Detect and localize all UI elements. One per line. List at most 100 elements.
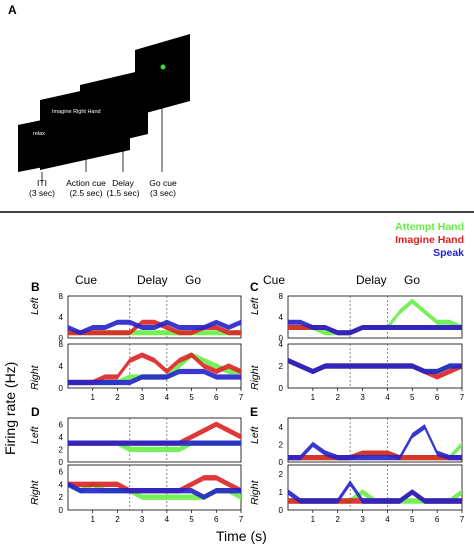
y-tick-label: 2 <box>279 440 284 449</box>
x-axis-title: Time (s) <box>216 528 267 544</box>
y-tick-label: 0 <box>279 458 284 467</box>
y-tick-label: 0 <box>59 384 64 393</box>
x-tick-label: 6 <box>214 515 219 524</box>
panel-d-letter: D <box>31 405 40 419</box>
y-tick-label: 0 <box>279 384 284 393</box>
panel-a-letter: A <box>8 3 17 17</box>
x-tick-label: 6 <box>214 393 219 402</box>
y-tick-label: 4 <box>279 423 284 432</box>
legend: Attempt Hand Imagine Hand Speak <box>395 221 464 260</box>
y-tick-label: 6 <box>59 467 64 476</box>
x-tick-label: 4 <box>385 393 390 402</box>
series-band-speak <box>68 440 241 446</box>
series-band-speak <box>68 319 241 336</box>
y-tick-label: 8 <box>59 292 64 301</box>
x-tick-label: 5 <box>189 515 194 524</box>
phase-go-label: Go <box>185 273 202 287</box>
x-tick-label: 3 <box>360 393 365 402</box>
y-tick-label: 6 <box>59 420 64 429</box>
y-tick-label: 4 <box>279 340 284 349</box>
phase-cue-label: Cue <box>75 273 98 287</box>
panel-e-letter: E <box>250 405 259 419</box>
caption-delay: Delay (1.5 sec) <box>106 178 140 198</box>
x-tick-label: 5 <box>189 393 194 402</box>
series-band-speak <box>68 481 241 500</box>
y-tick-label: 2 <box>279 470 284 479</box>
x-tick-label: 7 <box>460 393 465 402</box>
y-tick-label: 1 <box>279 488 284 497</box>
plot-frame-B-left <box>67 295 242 339</box>
caption-iti: ITI (3 sec) <box>29 178 55 198</box>
x-tick-label: 5 <box>410 515 415 524</box>
plot-frame-E-right <box>287 464 463 511</box>
phase-go-label-c: Go <box>404 273 421 287</box>
panel-c-letter: C <box>250 280 259 294</box>
y-tick-label: 2 <box>59 493 64 502</box>
x-tick-label: 6 <box>435 515 440 524</box>
y-tick-label: 8 <box>279 292 284 301</box>
x-tick-label: 6 <box>435 393 440 402</box>
x-tick-label: 4 <box>385 515 390 524</box>
series-band-speak <box>288 424 462 461</box>
series-band-imagine-hand <box>68 475 241 494</box>
x-tick-label: 2 <box>335 515 340 524</box>
series-band-speak <box>288 319 462 336</box>
series-band-speak <box>288 480 462 504</box>
y-tick-label: 4 <box>59 362 64 371</box>
x-tick-label: 2 <box>335 393 340 402</box>
x-tick-label: 3 <box>140 393 145 402</box>
imagine-right-hand-text: Imagine Right Hand <box>52 109 101 115</box>
relax-text: relax <box>33 131 45 137</box>
x-tick-label: 2 <box>115 515 120 524</box>
x-tick-label: 7 <box>460 515 465 524</box>
phase-cue-label-c: Cue <box>263 273 286 287</box>
y-tick-label: 0 <box>59 458 64 467</box>
y-tick-label: 2 <box>59 445 64 454</box>
y-tick-label: 0 <box>279 506 284 515</box>
y-tick-label: 4 <box>59 313 64 322</box>
x-tick-label: 1 <box>311 393 316 402</box>
x-tick-label: 4 <box>165 393 170 402</box>
caption-go-cue: Go cue (3 sec) <box>149 178 177 198</box>
legend-attempt-hand: Attempt Hand <box>395 221 464 233</box>
series-band-imagine-hand <box>68 319 241 336</box>
legend-imagine-hand: Imagine Hand <box>395 234 464 246</box>
plot-frame-B-right <box>67 343 242 389</box>
y-tick-label: 0 <box>59 334 64 343</box>
x-tick-label: 7 <box>239 393 244 402</box>
series-band-speak <box>68 368 241 386</box>
y-tick-label: 0 <box>279 334 284 343</box>
y-tick-label: 4 <box>59 480 64 489</box>
screen-go <box>135 34 190 116</box>
y-tick-label: 0 <box>59 506 64 515</box>
plot-frame-D-left <box>67 417 242 463</box>
y-tick-label: 2 <box>279 362 284 371</box>
y-tick-label: 4 <box>279 313 284 322</box>
y-tick-label: 4 <box>59 433 64 442</box>
phase-delay-label: Delay <box>137 273 168 287</box>
panel-b-letter: B <box>31 280 40 294</box>
plot-frame-C-left <box>287 295 463 339</box>
x-tick-label: 1 <box>90 515 95 524</box>
caption-action-cue: Action cue (2.5 sec) <box>66 178 106 198</box>
x-tick-label: 2 <box>115 393 120 402</box>
phase-delay-label-c: Delay <box>356 273 387 287</box>
plot-frame-E-left <box>287 417 463 463</box>
x-tick-label: 5 <box>410 393 415 402</box>
y-tick-label: 8 <box>59 340 64 349</box>
go-cue-dot <box>160 64 166 70</box>
legend-speak: Speak <box>433 247 464 259</box>
x-tick-label: 3 <box>360 515 365 524</box>
x-tick-label: 1 <box>90 393 95 402</box>
series-band-attempt-hand <box>288 298 462 336</box>
x-tick-label: 1 <box>311 515 316 524</box>
trial-schematic <box>0 34 474 213</box>
screen-iti <box>18 112 80 172</box>
series-band-imagine-hand <box>68 352 241 386</box>
x-tick-label: 7 <box>239 515 244 524</box>
x-tick-label: 3 <box>140 515 145 524</box>
x-tick-label: 4 <box>165 515 170 524</box>
series-band-speak <box>288 357 462 375</box>
plot-frame-D-right <box>67 464 242 511</box>
